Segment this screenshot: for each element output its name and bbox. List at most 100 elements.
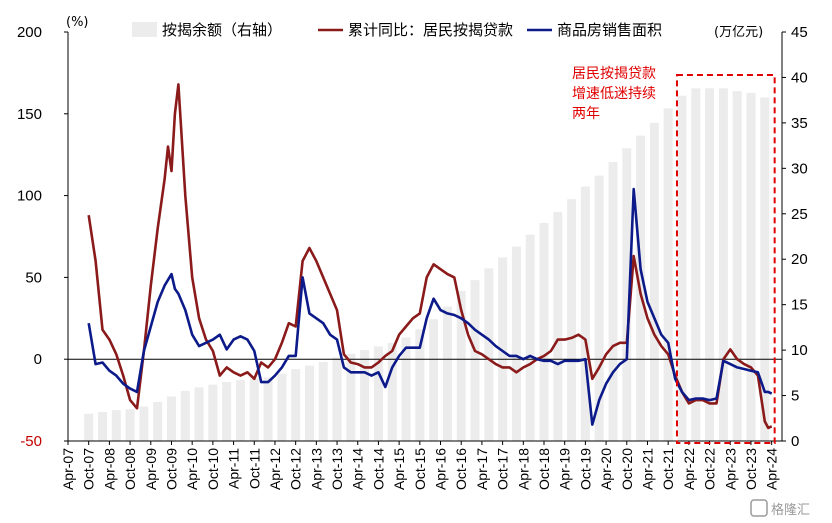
right-tick-label: 5 [791, 388, 799, 405]
bar-balance-33 [539, 222, 549, 441]
x-tick-label: Oct-07 [81, 448, 97, 490]
bar-balance-3 [125, 409, 135, 441]
left-tick-label: -50 [20, 433, 42, 450]
bar-balance-37 [594, 175, 604, 442]
x-tick-label: Apr-08 [101, 448, 117, 490]
bar-balance-24 [415, 329, 425, 441]
bar-balance-46 [718, 88, 728, 442]
bar-balance-28 [470, 280, 480, 441]
annotation-line: 居民按揭贷款 [572, 66, 656, 82]
right-axis-unit: (万亿元) [714, 25, 763, 40]
bar-balance-39 [622, 148, 632, 442]
x-tick-label: Oct-13 [329, 448, 345, 490]
left-tick-label: 0 [34, 351, 42, 368]
bar-balance-35 [567, 199, 577, 441]
bar-balance-18 [332, 357, 342, 441]
legend-label-0: 按揭余额（右轴） [162, 21, 282, 39]
bar-balance-13 [263, 377, 273, 441]
right-tick-label: 25 [791, 206, 808, 223]
right-tick-label: 30 [791, 160, 808, 177]
bar-balance-34 [553, 211, 563, 441]
bar-balance-21 [373, 346, 383, 441]
bar-balance-26 [442, 306, 452, 441]
bar-balance-45 [705, 88, 715, 442]
bar-balance-49 [760, 97, 770, 441]
bar-balance-44 [691, 88, 701, 442]
left-axis-unit: (%) [66, 15, 89, 30]
x-tick-label: Apr-22 [681, 448, 697, 490]
watermark: 格隆汇 [750, 499, 810, 518]
bar-balance-22 [387, 342, 397, 441]
x-tick-label: Apr-10 [184, 448, 200, 490]
legend-swatch-0 [132, 22, 157, 37]
bar-balance-25 [429, 319, 439, 441]
bar-balance-11 [235, 380, 245, 441]
x-tick-label: Apr-11 [226, 448, 242, 489]
watermark-text: 格隆汇 [771, 502, 810, 518]
bar-balance-14 [277, 373, 287, 441]
x-tick-label: Oct-23 [743, 448, 759, 490]
x-tick-label: Apr-12 [267, 448, 283, 490]
bar-balance-23 [401, 337, 411, 441]
left-tick-label: 150 [17, 106, 42, 123]
bar-balance-41 [649, 122, 659, 441]
bar-balance-16 [304, 365, 314, 441]
series-line-0 [87, 83, 773, 430]
highlight-box [675, 74, 776, 444]
x-tick-label: Oct-22 [702, 448, 718, 490]
bar-balance-10 [222, 381, 232, 441]
bar-balance-15 [291, 369, 301, 441]
bar-balance-38 [608, 161, 618, 441]
bar-balance-4 [139, 406, 149, 441]
x-tick-label: Oct-15 [412, 448, 428, 490]
bar-balance-47 [732, 91, 742, 442]
x-tick-label: Apr-19 [557, 448, 573, 490]
x-tick-label: Apr-24 [764, 448, 780, 490]
bar-balance-8 [194, 387, 204, 441]
bar-balance-20 [360, 350, 370, 441]
bar-balance-5 [153, 401, 163, 441]
x-tick-label: Oct-16 [453, 448, 469, 490]
bar-balance-19 [346, 353, 356, 441]
annotation-line: 增速低迷持续 [572, 85, 656, 102]
bars [84, 88, 770, 442]
bar-balance-9 [208, 384, 218, 441]
bar-balance-0 [84, 413, 94, 441]
x-tick-label: Apr-23 [722, 448, 738, 490]
x-tick-label: Oct-11 [246, 448, 262, 489]
ticks: -50 0 50 100 150 200 0 5 10 15 20 25 30 35 40 45 Apr-07 O… [17, 24, 808, 490]
x-tick-label: Apr-14 [350, 448, 366, 490]
bar-balance-32 [525, 234, 535, 441]
bar-balance-27 [456, 291, 466, 441]
bar-balance-29 [484, 268, 494, 441]
bar-balance-31 [511, 246, 521, 441]
x-tick-label: Apr-15 [391, 448, 407, 490]
watermark-logo-icon [750, 499, 768, 517]
x-tick-label: Oct-18 [536, 448, 552, 490]
bar-balance-7 [180, 391, 190, 441]
x-tick-label: Apr-09 [143, 448, 159, 490]
legend-label-2: 商品房销售面积 [557, 21, 662, 39]
bar-balance-17 [318, 361, 328, 441]
right-tick-label: 40 [791, 69, 808, 86]
x-tick-label: Apr-13 [308, 448, 324, 490]
x-tick-label: Oct-09 [163, 448, 179, 490]
bar-balance-2 [111, 410, 121, 441]
legend-label-1: 累计同比：居民按揭贷款 [348, 21, 513, 39]
right-tick-label: 0 [791, 433, 799, 450]
x-tick-label: Oct-14 [370, 448, 386, 490]
bar-balance-36 [580, 186, 590, 441]
x-tick-label: Apr-20 [598, 448, 614, 490]
axes [67, 32, 783, 442]
x-tick-label: Apr-18 [515, 448, 531, 490]
x-tick-label: Apr-17 [474, 448, 490, 490]
right-tick-label: 45 [791, 24, 808, 41]
bar-balance-42 [663, 108, 673, 441]
bar-balance-30 [498, 257, 508, 441]
legend: 按揭余额（右轴） 累计同比：居民按揭贷款 商品房销售面积 [132, 21, 662, 39]
left-tick-label: 50 [25, 269, 42, 286]
lines [87, 83, 773, 430]
x-tick-label: Apr-16 [433, 448, 449, 490]
